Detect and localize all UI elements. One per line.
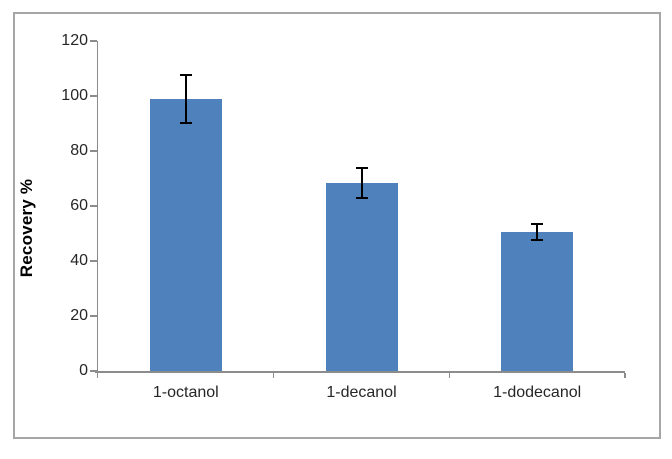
error-bar-cap-top-1-octanol bbox=[179, 74, 192, 76]
y-tick-mark bbox=[90, 260, 97, 262]
bar-1-octanol bbox=[149, 98, 222, 371]
x-tick-mark bbox=[448, 372, 451, 378]
y-tick-label: 20 bbox=[70, 307, 88, 324]
error-bar-line-1-octanol bbox=[184, 74, 187, 124]
y-tick-mark bbox=[90, 205, 97, 207]
bar-1-decanol bbox=[325, 182, 398, 371]
y-tick-label: 80 bbox=[70, 142, 88, 159]
x-category-label-1-decanol: 1-decanol bbox=[326, 384, 397, 401]
error-bar-cap-bottom-1-dodecanol bbox=[531, 239, 544, 242]
error-bar-cap-top-1-decanol bbox=[355, 166, 368, 169]
y-tick-mark bbox=[90, 40, 97, 42]
y-tick-mark bbox=[90, 150, 97, 152]
y-tick-label: 0 bbox=[79, 362, 88, 379]
y-tick-mark bbox=[90, 315, 97, 317]
y-tick-label: 120 bbox=[61, 32, 88, 49]
x-category-label-1-dodecanol: 1-dodecanol bbox=[493, 384, 582, 401]
x-axis-line bbox=[95, 371, 625, 373]
error-bar-cap-bottom-1-octanol bbox=[179, 121, 192, 124]
y-tick-label: 40 bbox=[70, 252, 88, 269]
error-bar-cap-top-1-dodecanol bbox=[531, 223, 544, 226]
x-tick-mark bbox=[272, 372, 275, 378]
error-bar-line-1-decanol bbox=[360, 166, 363, 199]
y-tick-label: 60 bbox=[70, 197, 88, 214]
y-tick-mark bbox=[90, 95, 97, 97]
x-tick-mark bbox=[624, 372, 626, 378]
y-tick-mark bbox=[90, 370, 97, 372]
y-tick-label: 100 bbox=[61, 87, 88, 104]
y-axis-line bbox=[96, 41, 98, 378]
error-bar-line-1-dodecanol bbox=[536, 223, 539, 242]
error-bar-cap-bottom-1-decanol bbox=[355, 196, 368, 199]
x-category-label-1-octanol: 1-octanol bbox=[152, 384, 219, 401]
bar-1-dodecanol bbox=[501, 232, 574, 371]
